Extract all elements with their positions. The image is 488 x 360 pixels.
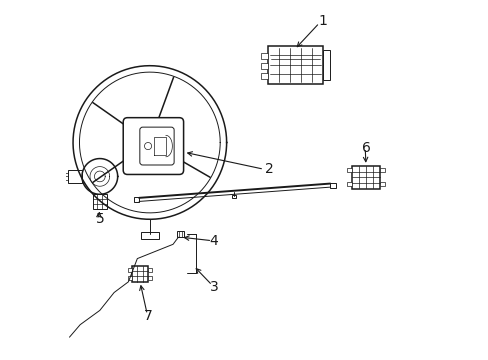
Circle shape: [144, 143, 151, 150]
Bar: [346, 168, 351, 172]
Bar: [148, 276, 151, 280]
Bar: [93, 194, 107, 208]
Bar: [267, 46, 323, 84]
Bar: [134, 197, 139, 202]
Bar: [148, 267, 151, 272]
Bar: [176, 231, 184, 237]
Bar: [329, 183, 335, 188]
Bar: [67, 170, 82, 183]
Bar: [261, 63, 267, 69]
Text: 6: 6: [361, 141, 369, 155]
Bar: [261, 53, 267, 59]
Text: 4: 4: [209, 234, 218, 248]
Bar: [380, 182, 384, 186]
Text: 3: 3: [209, 280, 218, 294]
FancyBboxPatch shape: [140, 127, 174, 165]
Text: 1: 1: [318, 14, 327, 28]
Bar: [128, 276, 132, 280]
FancyBboxPatch shape: [123, 118, 183, 175]
Bar: [323, 50, 329, 80]
Text: 5: 5: [95, 212, 104, 226]
Bar: [351, 166, 380, 189]
Text: 2: 2: [264, 162, 273, 176]
Text: 7: 7: [143, 309, 152, 323]
Bar: [128, 267, 132, 272]
Bar: [261, 73, 267, 79]
Bar: [231, 195, 236, 198]
Bar: [380, 168, 384, 172]
Bar: [132, 266, 148, 282]
Bar: [346, 182, 351, 186]
Bar: [141, 232, 159, 239]
